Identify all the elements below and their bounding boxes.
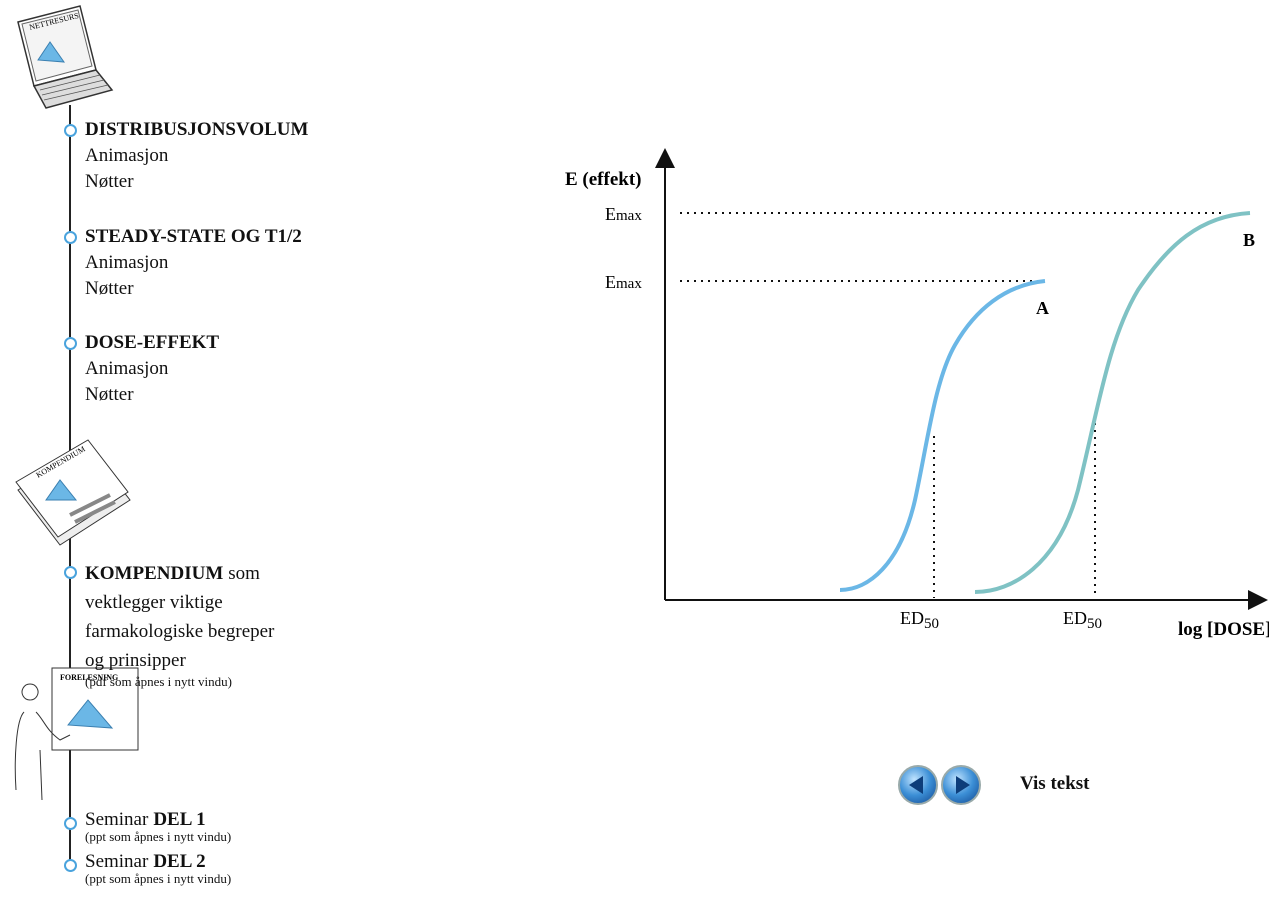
- ed50-sub: 50: [1087, 616, 1102, 632]
- curve-a: [840, 281, 1045, 590]
- timeline-node: [64, 231, 77, 244]
- seminar-prefix: Seminar: [85, 851, 148, 872]
- emax-sub: max: [616, 276, 642, 292]
- curve-b: [975, 213, 1250, 592]
- previous-button[interactable]: [899, 766, 937, 804]
- timeline-node: [64, 859, 77, 872]
- section-link[interactable]: Nøtter: [85, 276, 302, 302]
- seminar-prefix: Seminar: [85, 809, 148, 830]
- compendium-note: (pdf som åpnes i nytt vindu): [85, 675, 285, 689]
- next-button[interactable]: [942, 766, 980, 804]
- emax-label: Emax: [605, 272, 642, 292]
- emax-main: E: [605, 272, 616, 292]
- nav-buttons: [895, 762, 985, 808]
- curve-label: B: [1243, 230, 1255, 250]
- section-title[interactable]: DISTRIBUSJONSVOLUM: [85, 117, 308, 143]
- seminar-title: DEL 2: [153, 851, 205, 872]
- emax-main: E: [605, 204, 616, 224]
- seminar-note: (ppt som åpnes i nytt vindu): [85, 873, 231, 884]
- laptop-icon: NETTRESURS: [18, 6, 112, 108]
- ed50-label: ED50: [1063, 608, 1102, 632]
- section-link[interactable]: Nøtter: [85, 169, 308, 195]
- x-axis-label: log [DOSE]: [1178, 619, 1269, 640]
- ed50-main: ED: [1063, 608, 1087, 628]
- seminar-note: (ppt som åpnes i nytt vindu): [85, 831, 231, 842]
- ed50-label: ED50: [900, 608, 939, 632]
- section-link[interactable]: Animasjon: [85, 356, 219, 382]
- curve-label: A: [1036, 298, 1049, 318]
- ed50-main: ED: [900, 608, 924, 628]
- ed50-sub: 50: [924, 616, 939, 632]
- toggle-text-button[interactable]: Vis tekst: [1020, 773, 1090, 795]
- section-title[interactable]: DOSE-EFFEKT: [85, 330, 219, 356]
- y-axis-label: E (effekt): [565, 169, 642, 190]
- timeline-node: [64, 566, 77, 579]
- section-link[interactable]: Nøtter: [85, 382, 219, 408]
- timeline-node: [64, 124, 77, 137]
- seminar-title: DEL 1: [153, 809, 205, 830]
- section-title[interactable]: STEADY-STATE OG T1/2: [85, 224, 302, 250]
- compendium-icon: KOMPENDIUM: [16, 440, 130, 545]
- compendium-title[interactable]: KOMPENDIUM: [85, 563, 223, 584]
- dose-effect-diagram: E (effekt) log [DOSE] Emax Emax A B ED50…: [520, 130, 1269, 660]
- timeline-node: [64, 817, 77, 830]
- emax-sub: max: [616, 208, 642, 224]
- page: {"sidebar": { "laptop_label": "NETTRESUR…: [0, 0, 1269, 920]
- emax-label: Emax: [605, 204, 642, 224]
- section-link[interactable]: Animasjon: [85, 250, 302, 276]
- timeline-node: [64, 337, 77, 350]
- section-link[interactable]: Animasjon: [85, 143, 308, 169]
